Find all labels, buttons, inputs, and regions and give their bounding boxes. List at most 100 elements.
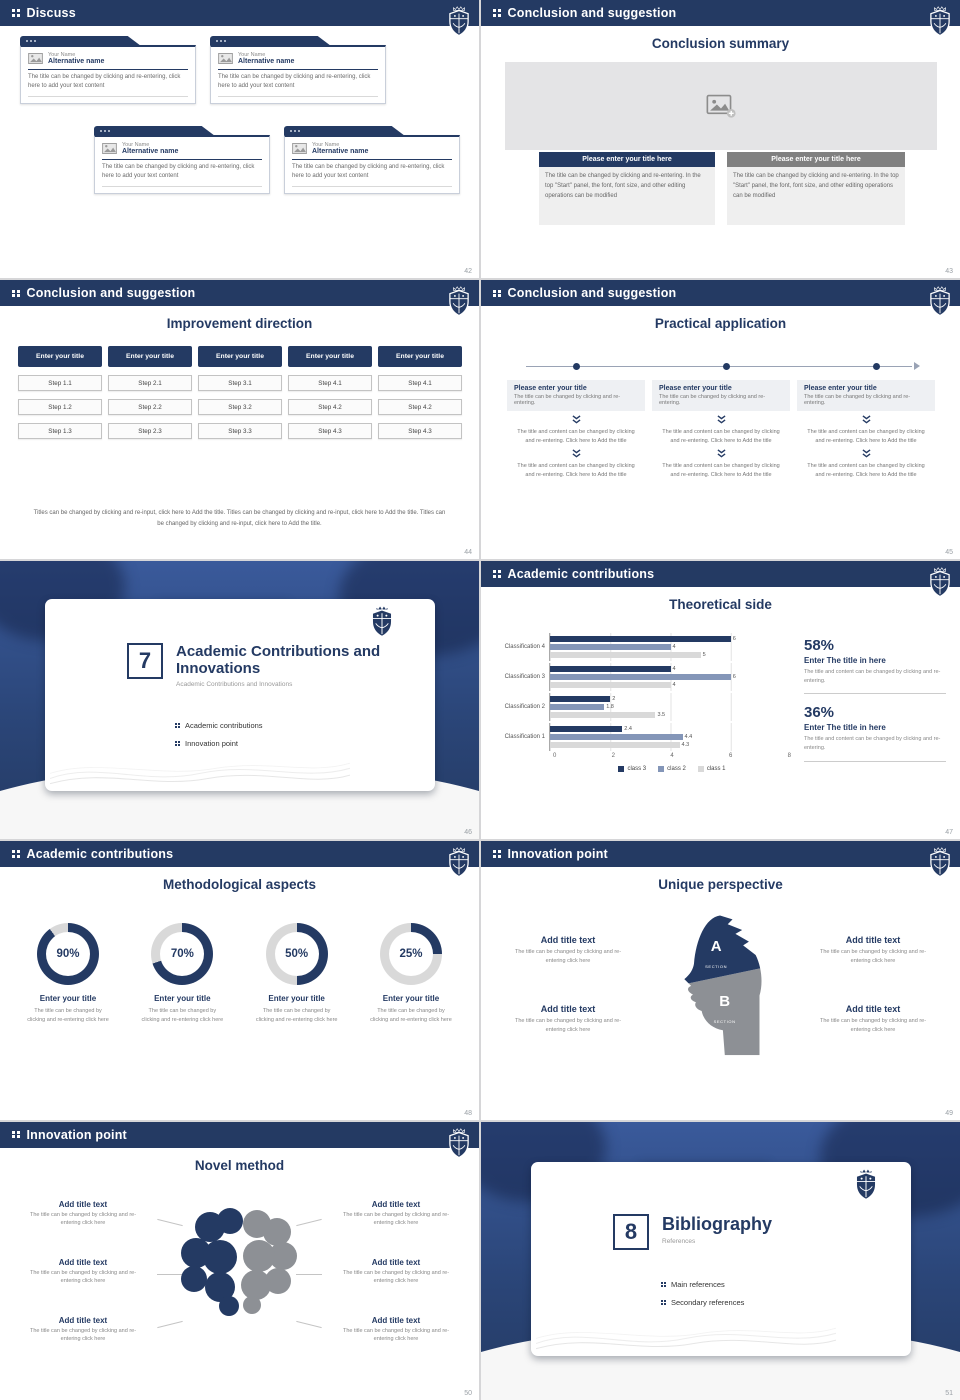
card-alternative-name: Alternative name [238, 58, 295, 65]
chart-bar-area: 6 4 5 [549, 632, 791, 661]
step-box: Step 4.1 [378, 375, 462, 392]
discuss-card: Your Name Alternative name The title can… [284, 126, 460, 194]
block-text: The title can be changed by clicking and… [819, 949, 927, 964]
chart-bar-value: 2 [612, 695, 616, 702]
university-crest-logo [447, 285, 471, 316]
wave-decoration [50, 753, 350, 787]
block-title: Add title text [540, 1004, 596, 1015]
folder-tab [284, 126, 404, 135]
section-subtitle: Academic Contributions and Innovations [176, 681, 293, 689]
legend-swatch [658, 765, 665, 772]
slide-header-bar: Conclusion and suggestion [481, 0, 960, 26]
slide-header-bar: Innovation point [0, 1121, 479, 1148]
step-box: Step 4.3 [378, 423, 462, 440]
chart-legend-item: class 3 [618, 765, 646, 772]
slide-47-theoretical-side[interactable]: Academic contributions Theoretical side … [481, 560, 960, 840]
card-your-name: Your Name [48, 52, 76, 58]
university-crest-logo [369, 604, 395, 637]
image-placeholder-icon [218, 53, 233, 64]
page-number: 47 [945, 829, 953, 837]
chart-bar [550, 665, 671, 672]
section-a-label: A SECTION [705, 938, 727, 973]
image-placeholder [505, 62, 937, 150]
title-text-block: Add title text The title can be changed … [8, 1316, 158, 1344]
step-text: The title and content can be changed by … [517, 429, 635, 444]
folder-card-body: Your Name Alternative name The title can… [284, 135, 460, 194]
slide-48-methodological-aspects[interactable]: Academic contributions Methodological as… [0, 841, 479, 1120]
chart-bar [550, 643, 671, 650]
slide-51-section-8[interactable]: 8 Bibliography References Main reference… [481, 1121, 960, 1400]
page-number: 48 [464, 1109, 472, 1117]
practical-column-2: Please enter your title The title can be… [652, 380, 790, 479]
block-text: The title can be changed by clicking and… [342, 1327, 450, 1343]
title-text-block: Add title text The title can be changed … [8, 1258, 158, 1286]
chart-bar-group: Classification 2 2 1.8 3.5 [491, 692, 791, 721]
summary-text: The title can be changed by clicking and… [539, 167, 715, 225]
chart-category-label: Classification 4 [504, 643, 545, 650]
slide-title: Improvement direction [166, 316, 313, 332]
donut-text: The title can be changed by clicking and… [27, 1008, 109, 1023]
slide-header-title: Conclusion and suggestion [26, 286, 196, 301]
chart-category-label: Classification 1 [504, 733, 545, 740]
section-bullet: Innovation point [175, 739, 263, 748]
slide-45-practical-application[interactable]: Conclusion and suggestion Practical appl… [481, 280, 960, 559]
block-title: Add title text [371, 1257, 421, 1267]
slide-49-unique-perspective[interactable]: Innovation point Unique perspective Add … [481, 841, 960, 1120]
folder-tab [94, 126, 214, 135]
legend-swatch [697, 765, 704, 772]
slide-43-conclusion-summary[interactable]: Conclusion and suggestion Conclusion sum… [481, 0, 960, 279]
donut-title: Enter your title [39, 994, 97, 1004]
title-button: Enter your title [288, 346, 372, 368]
card-body-text: The title can be changed by clicking and… [292, 163, 452, 187]
page-number: 49 [945, 1109, 953, 1117]
double-chevron-down-icon [571, 415, 582, 424]
chart-bar [550, 673, 731, 680]
chart-bar-value: 4.4 [684, 733, 693, 740]
donut-title: Enter your title [268, 994, 325, 1004]
step-box: Step 1.1 [18, 375, 102, 392]
bullet-label: Academic contributions [185, 720, 263, 730]
block-title: Add title text [58, 1199, 108, 1209]
head-silhouette-graphic: A SECTION B SECTION [667, 909, 773, 1057]
stats-panel: 58% Enter The title in here The title an… [804, 637, 946, 772]
block-text: The title can be changed by clicking and… [29, 1211, 137, 1227]
title-panel: Please enter your title The title can be… [652, 380, 790, 412]
summary-column-left: Please enter your title here The title c… [539, 152, 715, 225]
card-alternative-name: Alternative name [312, 148, 369, 155]
section-caption: SECTION [713, 1019, 736, 1025]
block-title: Add title text [845, 935, 901, 946]
slide-header-bar: Conclusion and suggestion [481, 280, 960, 307]
section-subtitle: References [662, 1238, 696, 1246]
grid-dots-icon [493, 850, 501, 858]
panel-title: Please enter your title [659, 385, 732, 393]
brain-blob [203, 1239, 237, 1274]
grid-dots-icon [12, 850, 20, 858]
image-placeholder-icon [292, 143, 307, 154]
block-text: The title can be changed by clicking and… [819, 1018, 927, 1033]
slide-header-title: Conclusion and suggestion [507, 6, 677, 20]
slide-42-discuss[interactable]: Discuss Your Name Alternative name The t… [0, 0, 479, 279]
slide-46-section-7[interactable]: 7 Academic Contributions and Innovations… [0, 560, 479, 840]
double-chevron-down-icon [716, 449, 727, 458]
page-number: 44 [464, 548, 472, 556]
grid-dots-icon [661, 1281, 666, 1287]
card-body-text: The title can be changed by clicking and… [102, 163, 262, 187]
university-crest-logo [928, 285, 952, 316]
step-column-5: Enter your title Step 4.1 Step 4.2 Step … [378, 346, 462, 440]
step-text: The title and content can be changed by … [807, 429, 925, 444]
grid-dots-icon [493, 570, 501, 578]
step-columns: Enter your title Step 1.1 Step 1.2 Step … [18, 346, 462, 440]
slide-50-novel-method[interactable]: Innovation point Novel method Add title … [0, 1121, 479, 1400]
slide-44-improvement-direction[interactable]: Conclusion and suggestion Improvement di… [0, 280, 479, 559]
step-box: Step 1.2 [18, 399, 102, 416]
section-title-card: 8 Bibliography References Main reference… [531, 1161, 911, 1356]
stat-title: Enter The title in here [804, 655, 886, 665]
block-title: Add title text [58, 1315, 108, 1325]
chart-bar-value: 4.3 [681, 741, 690, 748]
timeline-dot [873, 363, 880, 371]
step-column-4: Enter your title Step 4.1 Step 4.2 Step … [288, 346, 372, 440]
card-alternative-name: Alternative name [48, 58, 105, 65]
card-body-text: The title can be changed by clicking and… [218, 73, 378, 97]
connector-line [157, 1273, 183, 1275]
